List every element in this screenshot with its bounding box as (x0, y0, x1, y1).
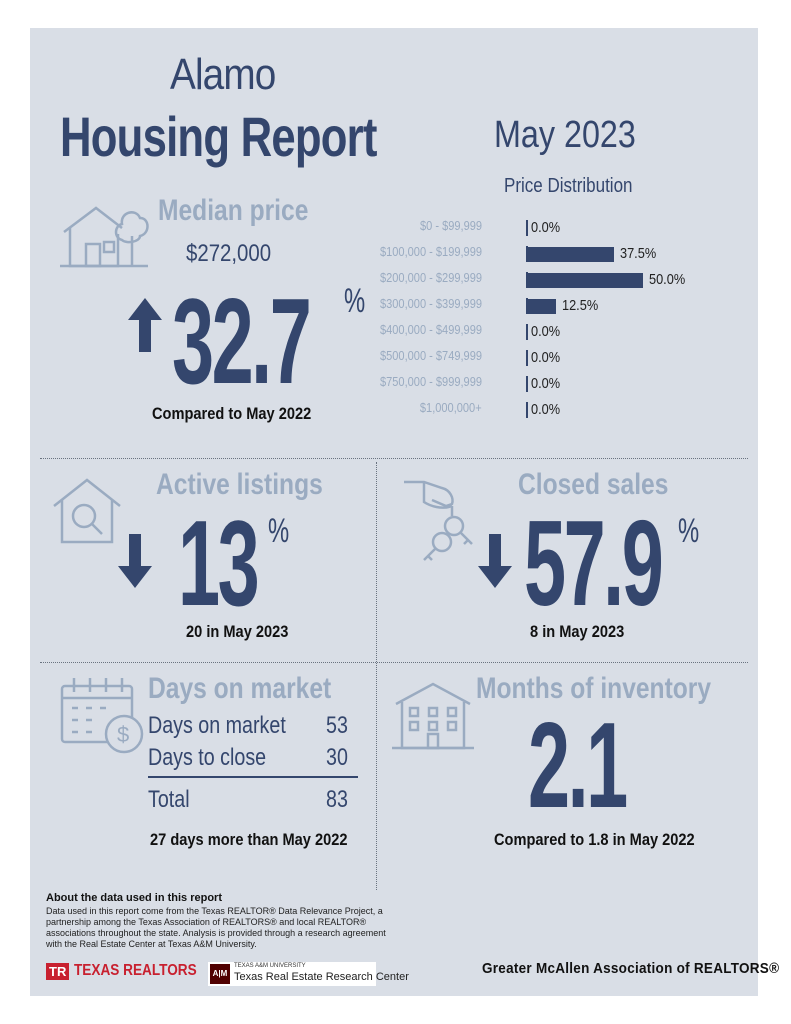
divider-horizontal-1 (40, 458, 748, 459)
months-inventory-value: 2.1 (528, 697, 628, 833)
calendar-dollar-icon: $ (60, 676, 146, 756)
median-price-label: Median price (158, 194, 309, 227)
dist-category-label: $750,000 - $999,999 (380, 374, 482, 389)
about-text: Data used in this report come from the T… (46, 906, 386, 949)
dist-axis-tick (526, 350, 528, 366)
dist-category-label: $400,000 - $499,999 (380, 322, 482, 337)
texas-realtors-mark: TR (46, 962, 70, 980)
dist-category-label: $0 - $99,999 (419, 218, 482, 233)
dist-value-label: 0.0% (531, 401, 561, 418)
days-on-market-caption: 27 days more than May 2022 (150, 830, 348, 849)
dist-category-label: $100,000 - $199,999 (380, 244, 482, 259)
arrow-down-icon (118, 534, 152, 593)
dist-category-label: $200,000 - $299,999 (380, 270, 482, 285)
days-on-market-label: Days on market (148, 672, 332, 705)
dom-total-label: Total (148, 786, 190, 813)
report-city: Alamo (170, 50, 276, 99)
closed-sales-change: 57.9 (524, 495, 664, 631)
dist-row: $0 - $99,999 0.0% (370, 218, 710, 238)
dist-value-label: 37.5% (620, 245, 657, 262)
dist-row: $500,000 - $749,999 0.0% (370, 348, 710, 368)
median-price-change: 32.7 (172, 273, 312, 409)
tamu-logo: A|M TEXAS A&M UNIVERSITY Texas Real Esta… (208, 962, 409, 986)
active-listings-label: Active listings (156, 468, 323, 501)
price-distribution-title: Price Distribution (504, 175, 633, 197)
tamu-small-text: TEXAS A&M UNIVERSITY (234, 963, 306, 969)
dist-value-label: 50.0% (649, 271, 686, 288)
dist-category-label: $1,000,000+ (420, 400, 482, 415)
closed-sales-label: Closed sales (518, 468, 669, 501)
arrow-up-icon (128, 298, 162, 357)
dist-value-label: 0.0% (531, 375, 561, 392)
report-card: Alamo Housing Report May 2023 Median pri… (30, 28, 779, 996)
months-inventory-caption: Compared to 1.8 in May 2022 (494, 830, 695, 849)
dist-row: $100,000 - $199,999 37.5% (370, 244, 710, 264)
about-title: About the data used in this report (46, 892, 223, 904)
dist-row: $750,000 - $999,999 0.0% (370, 374, 710, 394)
divider-vertical (376, 462, 377, 890)
tamu-center-text: Texas Real Estate Research Center (234, 971, 409, 983)
median-price-caption: Compared to May 2022 (152, 404, 312, 423)
dom-row-label-1: Days on market (148, 712, 286, 739)
closed-sales-pct-sign: % (678, 512, 700, 550)
months-inventory-label: Months of inventory (476, 672, 712, 705)
arrow-down-icon-2 (478, 534, 512, 593)
dist-bar (527, 273, 643, 288)
texas-realtors-text: TEXAS REALTORS (73, 962, 197, 979)
dom-total-value: 83 (326, 786, 348, 813)
dist-value-label: 0.0% (531, 323, 561, 340)
dist-value-label: 0.0% (531, 349, 561, 366)
median-price-value: $272,000 (186, 240, 272, 267)
dist-row: $1,000,000+ 0.0% (370, 400, 710, 420)
house-with-tree-icon (60, 200, 150, 270)
median-price-pct-sign: % (344, 282, 366, 320)
dom-row-value-1: 53 (326, 712, 348, 739)
active-listings-change: 13 (178, 495, 260, 631)
report-month: May 2023 (494, 114, 636, 156)
tamu-mark: A|M (210, 964, 230, 984)
active-listings-pct-sign: % (268, 512, 290, 550)
dist-axis-tick (526, 324, 528, 340)
dom-row-label-2: Days to close (148, 744, 267, 771)
dom-row-value-2: 30 (326, 744, 348, 771)
divider-horizontal-2 (40, 662, 748, 663)
dist-category-label: $300,000 - $399,999 (380, 296, 482, 311)
dist-axis-tick (526, 220, 528, 236)
dist-bar (527, 299, 556, 314)
report-title: Housing Report (60, 105, 377, 168)
dist-category-label: $500,000 - $749,999 (380, 348, 482, 363)
dist-row: $300,000 - $399,999 12.5% (370, 296, 710, 316)
hand-keys-icon (402, 476, 492, 562)
active-listings-caption: 20 in May 2023 (186, 622, 289, 641)
dist-axis-tick (526, 402, 528, 418)
dist-bar (527, 247, 614, 262)
dist-value-label: 0.0% (531, 219, 561, 236)
dist-axis-tick (526, 376, 528, 392)
svg-text:$: $ (117, 722, 129, 747)
dist-row: $200,000 - $299,999 50.0% (370, 270, 710, 290)
apartment-building-icon (392, 680, 474, 752)
dist-value-label: 12.5% (562, 297, 599, 314)
texas-realtors-logo: TR TEXAS REALTORS (46, 962, 218, 984)
dist-row: $400,000 - $499,999 0.0% (370, 322, 710, 342)
price-distribution-chart: $0 - $99,999 0.0% $100,000 - $199,999 37.5%… (30, 28, 758, 448)
dom-total-rule (148, 776, 358, 778)
association-name: Greater McAllen Association of REALTORS® (482, 960, 780, 977)
house-magnifier-icon (50, 476, 124, 546)
closed-sales-caption: 8 in May 2023 (530, 622, 625, 641)
